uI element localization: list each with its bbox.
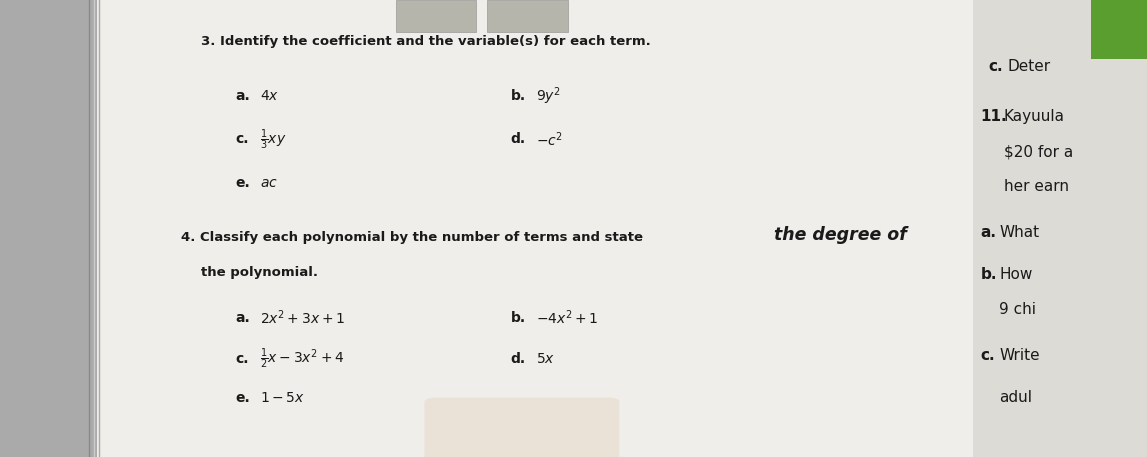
Text: $-4x^{2}+1$: $-4x^{2}+1$ xyxy=(536,308,599,327)
Text: 11.: 11. xyxy=(981,109,1007,124)
Text: Write: Write xyxy=(999,348,1039,363)
FancyBboxPatch shape xyxy=(487,0,568,32)
Text: Deter: Deter xyxy=(1007,59,1051,74)
Text: b.: b. xyxy=(981,267,997,282)
Text: $\frac{1}{3}xy$: $\frac{1}{3}xy$ xyxy=(260,127,287,152)
Text: 9 chi: 9 chi xyxy=(999,303,1036,317)
Text: e.: e. xyxy=(235,176,250,190)
Text: 3. Identify the coefficient and the variable(s) for each term.: 3. Identify the coefficient and the vari… xyxy=(201,35,650,48)
Text: c.: c. xyxy=(235,133,249,146)
Text: $4x$: $4x$ xyxy=(260,89,280,103)
Text: her earn: her earn xyxy=(1004,179,1069,194)
FancyBboxPatch shape xyxy=(0,0,97,457)
FancyBboxPatch shape xyxy=(92,0,975,457)
Text: b.: b. xyxy=(510,89,525,103)
Text: b.: b. xyxy=(510,311,525,324)
Text: d.: d. xyxy=(510,352,525,366)
FancyBboxPatch shape xyxy=(973,0,1147,457)
Text: Kayuula: Kayuula xyxy=(1004,109,1064,124)
FancyBboxPatch shape xyxy=(424,398,619,457)
Text: $1-5x$: $1-5x$ xyxy=(260,391,305,404)
Text: $\frac{1}{2}x-3x^{2}+4$: $\frac{1}{2}x-3x^{2}+4$ xyxy=(260,346,345,371)
Text: $-c^{2}$: $-c^{2}$ xyxy=(536,130,563,149)
Text: c.: c. xyxy=(981,348,996,363)
Text: the degree of: the degree of xyxy=(774,227,907,244)
FancyBboxPatch shape xyxy=(396,0,476,32)
Text: c.: c. xyxy=(235,352,249,366)
Text: e.: e. xyxy=(235,391,250,404)
Text: $9y^{2}$: $9y^{2}$ xyxy=(536,85,561,107)
Text: $5x$: $5x$ xyxy=(536,352,555,366)
Text: a.: a. xyxy=(235,311,250,324)
Text: $2x^{2}+3x+1$: $2x^{2}+3x+1$ xyxy=(260,308,345,327)
Text: a.: a. xyxy=(235,89,250,103)
FancyBboxPatch shape xyxy=(1091,0,1147,59)
Text: $20 for a: $20 for a xyxy=(1004,144,1072,159)
Text: How: How xyxy=(999,267,1032,282)
Text: $ac$: $ac$ xyxy=(260,176,279,190)
Text: a.: a. xyxy=(981,225,997,239)
Text: the polynomial.: the polynomial. xyxy=(201,266,318,279)
Text: c.: c. xyxy=(989,59,1004,74)
Text: What: What xyxy=(999,225,1039,239)
Text: adul: adul xyxy=(999,390,1032,405)
Text: 4. Classify each polynomial by the number of terms and state: 4. Classify each polynomial by the numbe… xyxy=(181,232,648,244)
Text: d.: d. xyxy=(510,133,525,146)
